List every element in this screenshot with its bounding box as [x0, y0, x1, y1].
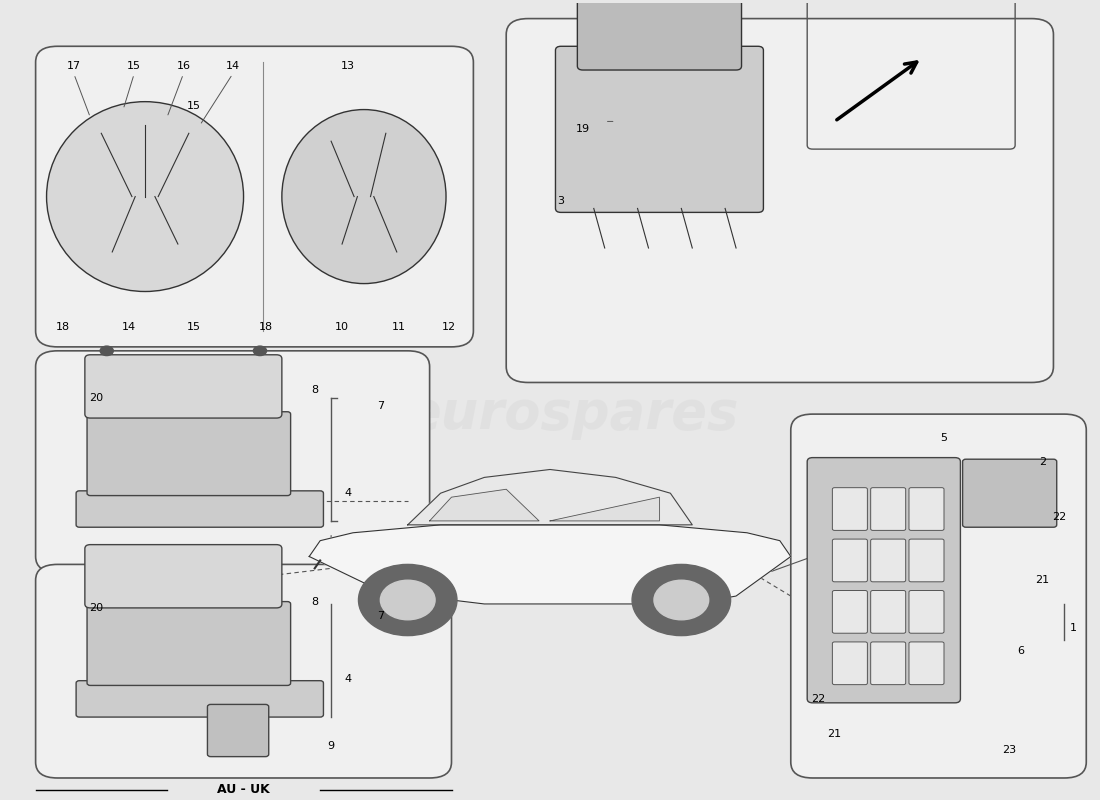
Text: eurospares: eurospares	[405, 388, 738, 440]
Text: 21: 21	[827, 730, 842, 739]
FancyBboxPatch shape	[35, 351, 430, 572]
Circle shape	[632, 565, 730, 635]
Circle shape	[100, 346, 113, 355]
FancyBboxPatch shape	[85, 545, 282, 608]
Ellipse shape	[46, 102, 243, 291]
Text: 16: 16	[176, 61, 190, 71]
Circle shape	[654, 580, 708, 620]
Text: 7: 7	[377, 402, 384, 411]
Text: 22: 22	[811, 694, 825, 704]
Polygon shape	[550, 497, 659, 521]
Text: 8: 8	[311, 386, 318, 395]
Text: 12: 12	[442, 322, 456, 332]
FancyBboxPatch shape	[556, 46, 763, 212]
Text: 1: 1	[1069, 622, 1077, 633]
Ellipse shape	[282, 110, 446, 283]
Text: 7: 7	[377, 611, 384, 621]
FancyBboxPatch shape	[35, 46, 473, 347]
FancyBboxPatch shape	[76, 491, 323, 527]
Text: 18: 18	[258, 322, 273, 332]
Text: 17: 17	[67, 61, 81, 71]
Text: 5: 5	[940, 433, 947, 443]
Circle shape	[359, 565, 456, 635]
Text: 2: 2	[1038, 457, 1046, 466]
Text: 20: 20	[89, 394, 103, 403]
FancyBboxPatch shape	[871, 642, 905, 685]
Text: 20: 20	[89, 603, 103, 613]
FancyBboxPatch shape	[833, 642, 868, 685]
Text: 13: 13	[341, 61, 354, 71]
Text: 23: 23	[1002, 746, 1016, 755]
Text: 14: 14	[122, 322, 135, 332]
FancyBboxPatch shape	[807, 458, 960, 703]
FancyBboxPatch shape	[909, 539, 944, 582]
FancyBboxPatch shape	[909, 642, 944, 685]
Text: 4: 4	[344, 488, 351, 498]
FancyBboxPatch shape	[791, 414, 1087, 778]
FancyBboxPatch shape	[909, 590, 944, 634]
FancyBboxPatch shape	[85, 354, 282, 418]
Text: 22: 22	[1052, 512, 1066, 522]
Text: 6: 6	[1018, 646, 1024, 657]
FancyBboxPatch shape	[35, 565, 451, 778]
Text: 10: 10	[336, 322, 349, 332]
Text: 14: 14	[226, 61, 240, 71]
FancyBboxPatch shape	[208, 705, 268, 757]
FancyBboxPatch shape	[871, 488, 905, 530]
Polygon shape	[309, 525, 791, 604]
FancyBboxPatch shape	[506, 18, 1054, 382]
Polygon shape	[430, 490, 539, 521]
FancyBboxPatch shape	[833, 539, 868, 582]
Text: 4: 4	[344, 674, 351, 684]
Text: 19: 19	[575, 124, 590, 134]
FancyBboxPatch shape	[871, 590, 905, 634]
FancyBboxPatch shape	[962, 459, 1057, 527]
FancyBboxPatch shape	[833, 488, 868, 530]
Text: 15: 15	[128, 61, 141, 71]
Text: 3: 3	[558, 195, 564, 206]
Text: 18: 18	[56, 322, 70, 332]
Text: 21: 21	[1035, 575, 1049, 586]
FancyBboxPatch shape	[76, 681, 323, 717]
FancyBboxPatch shape	[87, 602, 290, 686]
FancyBboxPatch shape	[578, 0, 741, 70]
Text: 9: 9	[328, 742, 334, 751]
FancyBboxPatch shape	[871, 539, 905, 582]
FancyBboxPatch shape	[909, 488, 944, 530]
FancyBboxPatch shape	[87, 412, 290, 495]
Circle shape	[381, 580, 436, 620]
Text: 8: 8	[311, 598, 318, 607]
Text: 11: 11	[392, 322, 406, 332]
Circle shape	[253, 346, 266, 355]
Text: AU - UK: AU - UK	[217, 783, 270, 796]
Polygon shape	[408, 470, 692, 525]
Text: 15: 15	[187, 101, 201, 110]
Text: 15: 15	[187, 322, 201, 332]
FancyBboxPatch shape	[833, 590, 868, 634]
